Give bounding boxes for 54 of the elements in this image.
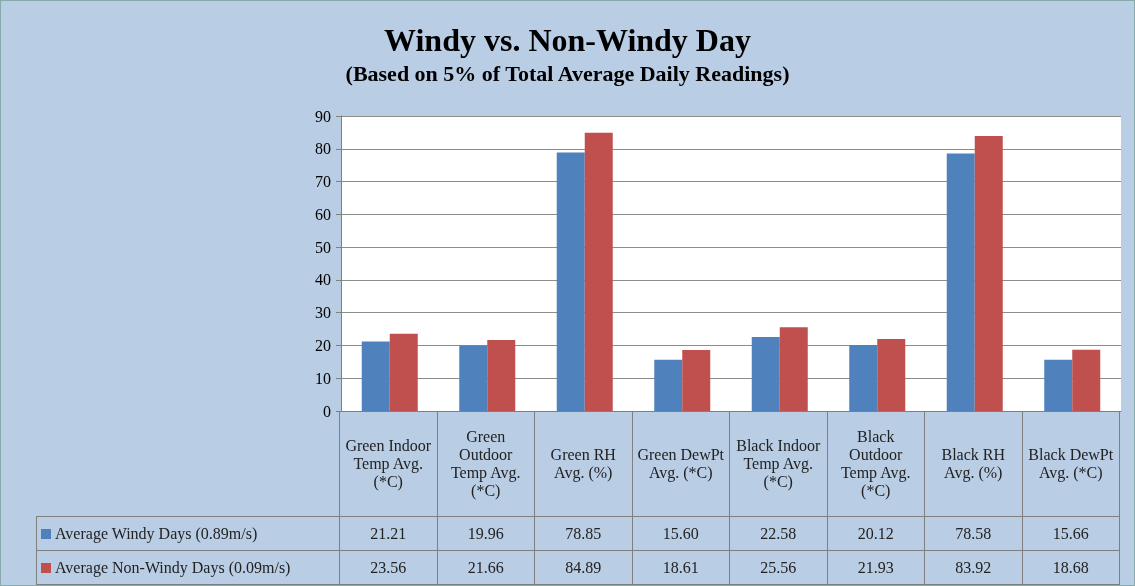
- bar: [1044, 359, 1073, 411]
- legend-label: Average Windy Days (0.89m/s): [36, 516, 340, 551]
- data-label: 21.66: [437, 550, 535, 585]
- bar: [389, 333, 418, 411]
- data-label: 78.58: [924, 516, 1022, 551]
- bar: [779, 327, 808, 411]
- y-tick-label: 90: [315, 107, 331, 125]
- y-tick-label: 60: [315, 205, 331, 223]
- bar: [584, 132, 613, 411]
- bar: [1072, 349, 1101, 411]
- bar: [654, 359, 683, 411]
- data-label: 21.93: [827, 550, 925, 585]
- legend-label: Average Non-Windy Days (0.09m/s): [36, 550, 340, 585]
- x-tick-label: Green Indoor Temp Avg. (*C): [339, 411, 437, 517]
- bar: [849, 345, 878, 411]
- data-label: 84.89: [534, 550, 632, 585]
- data-label: 20.12: [827, 516, 925, 551]
- bar: [556, 152, 585, 411]
- x-tick-label: Black RH Avg. (%): [924, 411, 1022, 517]
- data-label: 15.66: [1022, 516, 1120, 551]
- data-label: 18.61: [632, 550, 730, 585]
- y-tick-label: 40: [315, 271, 331, 289]
- data-label: 23.56: [339, 550, 437, 585]
- x-tick-label: Green RH Avg. (%): [534, 411, 632, 517]
- data-label: 15.60: [632, 516, 730, 551]
- data-label: 19.96: [437, 516, 535, 551]
- x-tick-label: Black Outdoor Temp Avg. (*C): [827, 411, 925, 517]
- y-tick-label: 70: [315, 173, 331, 191]
- x-tick-label: Black DewPt Avg. (*C): [1022, 411, 1120, 517]
- bar: [682, 350, 711, 411]
- bar: [974, 135, 1003, 411]
- x-tick-label: Green Outdoor Temp Avg. (*C): [437, 411, 535, 517]
- bar: [877, 339, 906, 411]
- bar: [487, 340, 516, 411]
- x-tick-label: Black Indoor Temp Avg. (*C): [729, 411, 827, 517]
- data-label: 21.21: [339, 516, 437, 551]
- x-tick-label: Green DewPt Avg. (*C): [632, 411, 730, 517]
- bar: [459, 345, 488, 411]
- bar: [361, 341, 390, 411]
- data-label: 78.85: [534, 516, 632, 551]
- chart-subtitle: (Based on 5% of Total Average Daily Readings): [345, 60, 790, 86]
- chart-title: Windy vs. Non-Windy Day: [384, 22, 751, 58]
- y-tick-label: 20: [315, 336, 331, 354]
- data-label: 18.68: [1022, 550, 1120, 585]
- y-tick-label: 80: [315, 140, 331, 158]
- data-label: 83.92: [924, 550, 1022, 585]
- y-tick-label: 50: [315, 238, 331, 256]
- y-tick-label: 30: [315, 304, 331, 322]
- y-tick-label: 0: [323, 402, 331, 420]
- bar: [946, 153, 975, 411]
- data-label: 25.56: [729, 550, 827, 585]
- data-label: 22.58: [729, 516, 827, 551]
- bar: [751, 336, 780, 411]
- y-tick-label: 10: [315, 369, 331, 387]
